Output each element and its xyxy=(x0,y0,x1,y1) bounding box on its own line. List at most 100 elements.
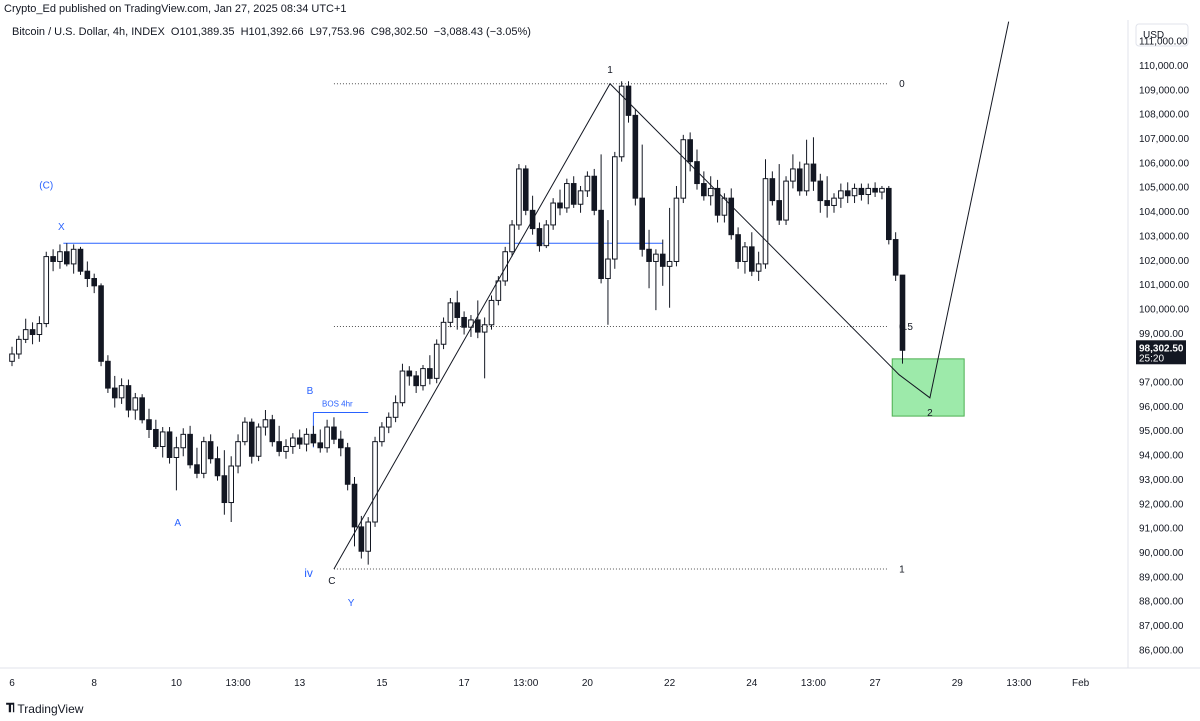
candle-body xyxy=(618,85,625,158)
price-tick-label: 89,000.00 xyxy=(1139,572,1184,583)
candle-body xyxy=(461,316,467,328)
candle-body xyxy=(481,324,488,333)
candle-body xyxy=(290,437,296,448)
tradingview-footer: 𝐓❘ TradingView xyxy=(6,701,83,716)
candle-body xyxy=(385,416,392,428)
publisher-header: Crypto_Ed published on TradingView.com, … xyxy=(4,3,347,15)
last-price-value: 98,302.50 xyxy=(1139,343,1184,354)
candle-body xyxy=(536,228,543,247)
time-axis[interactable]: 6 8 10 13:00 13 15 17 13:00 20 22 24 13:00 27 29 13:00… xyxy=(9,678,1089,689)
candle-body xyxy=(36,323,43,336)
price-tick-label: 107,000.00 xyxy=(1139,134,1189,145)
candle-body xyxy=(865,187,872,196)
candle-body xyxy=(447,302,454,323)
candle-body xyxy=(591,175,598,211)
candle-body xyxy=(413,375,419,387)
candle-body xyxy=(276,441,282,452)
fib-retracement[interactable]: 00.51 xyxy=(333,79,913,576)
candle-body xyxy=(653,253,659,262)
time-tick-label: 6 xyxy=(9,678,15,689)
candle-body xyxy=(742,246,748,262)
candle-body xyxy=(440,321,447,345)
candle-body xyxy=(584,175,591,192)
time-tick-label: Feb xyxy=(1072,678,1090,689)
candle-body xyxy=(29,329,36,336)
candle-body xyxy=(475,319,481,333)
candle-body xyxy=(810,163,817,182)
candle-body xyxy=(166,431,173,458)
price-tick-label: 97,000.00 xyxy=(1139,378,1184,389)
time-tick-label: 13 xyxy=(294,678,306,689)
price-tick-label: 102,000.00 xyxy=(1139,256,1189,267)
price-tick-label: 96,000.00 xyxy=(1139,402,1184,413)
candle-body xyxy=(132,397,139,411)
candle-body xyxy=(399,370,406,404)
candle-body xyxy=(303,433,310,445)
candle-body xyxy=(358,526,365,552)
candle-body xyxy=(728,197,735,236)
price-tick-label: 90,000.00 xyxy=(1139,548,1184,559)
price-tick-label: 92,000.00 xyxy=(1139,499,1184,510)
candle-body xyxy=(64,251,70,265)
candle-body xyxy=(255,426,262,457)
candle-body xyxy=(666,260,673,267)
ohlc-high: H101,392.66 xyxy=(240,26,304,38)
price-tick-label: 106,000.00 xyxy=(1139,158,1189,169)
candle-body xyxy=(673,197,680,262)
footer-brand: TradingView xyxy=(17,701,84,716)
candle-body xyxy=(639,197,646,250)
candle-body xyxy=(522,168,529,211)
candle-body xyxy=(221,475,228,504)
candle-body xyxy=(201,441,207,474)
candle-body xyxy=(516,168,522,226)
candle-body xyxy=(735,234,741,262)
candle-body xyxy=(16,338,22,355)
time-tick-label: 22 xyxy=(664,678,676,689)
time-tick-label: 8 xyxy=(91,678,97,689)
candle-body xyxy=(796,168,803,192)
candle-body xyxy=(790,168,796,182)
horizontal-levels[interactable] xyxy=(63,242,663,448)
price-axis[interactable]: USD 111,000.00 110,000.00 109,000.00 108,00… xyxy=(1135,23,1189,656)
wave-label: 2 xyxy=(927,408,933,419)
candle-body xyxy=(646,248,652,262)
candles xyxy=(9,81,906,565)
candle-body xyxy=(762,178,769,265)
candle-body xyxy=(84,270,91,280)
price-tick-label: 93,000.00 xyxy=(1139,475,1184,486)
target-zone-layer[interactable] xyxy=(891,358,965,417)
candle-body xyxy=(283,446,289,452)
price-tick-label: 100,000.00 xyxy=(1139,304,1189,315)
time-tick-label: 20 xyxy=(582,678,594,689)
candle-body xyxy=(125,385,132,411)
symbol-name[interactable]: Bitcoin / U.S. Dollar, 4h, INDEX xyxy=(12,26,165,38)
candle-body xyxy=(831,197,837,206)
price-tick-label: 87,000.00 xyxy=(1139,621,1184,632)
fib-level-label: 0 xyxy=(899,79,905,90)
candle-body xyxy=(632,114,639,199)
candle-body xyxy=(680,139,687,199)
candle-body xyxy=(509,224,515,253)
candle-body xyxy=(564,183,570,209)
candle-body xyxy=(242,421,248,443)
currency-box[interactable] xyxy=(1135,23,1189,47)
price-tick-label: 103,000.00 xyxy=(1139,231,1189,242)
fib-level-label: 0.5 xyxy=(899,322,913,333)
candle-body xyxy=(338,438,344,449)
last-price-countdown: 25:20 xyxy=(1139,353,1164,364)
time-tick-label: 13:00 xyxy=(513,678,538,689)
wave-lines[interactable] xyxy=(333,21,1010,570)
wave-path xyxy=(333,21,1010,570)
candle-body xyxy=(392,402,399,418)
candle-body xyxy=(769,178,776,202)
candle-body xyxy=(70,248,77,265)
candle-body xyxy=(550,202,556,226)
price-tick-label: 99,000.00 xyxy=(1139,329,1184,340)
symbol-ohlc-line: Bitcoin / U.S. Dollar, 4h, INDEX O101,38… xyxy=(12,26,534,38)
candle-body xyxy=(694,161,700,185)
candle-body xyxy=(707,187,714,197)
time-tick-label: 15 xyxy=(376,678,388,689)
candle-body xyxy=(379,426,385,443)
fib-level-label: 1 xyxy=(899,565,905,576)
